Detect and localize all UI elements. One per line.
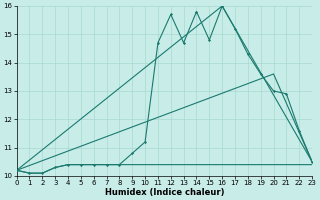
X-axis label: Humidex (Indice chaleur): Humidex (Indice chaleur)	[105, 188, 224, 197]
